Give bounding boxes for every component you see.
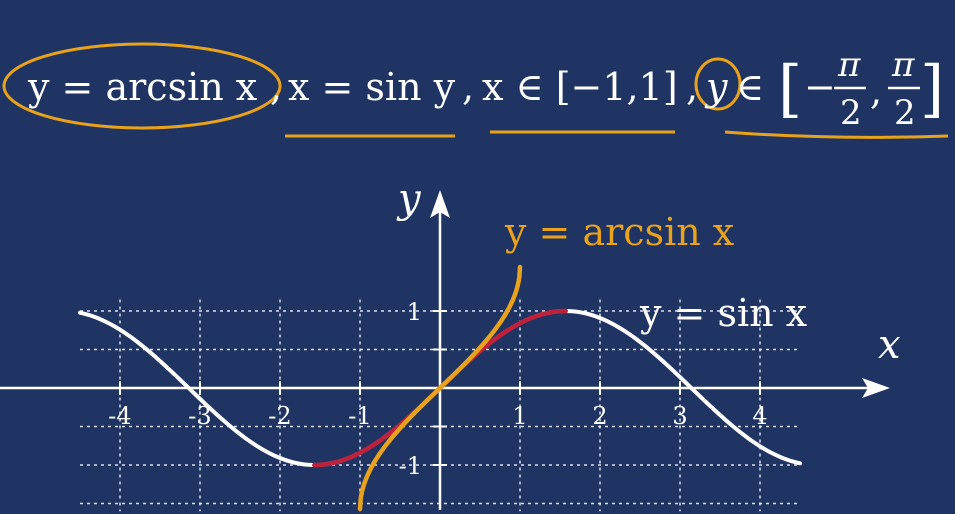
x-tick-label: 4 [752,402,767,430]
formula-separator-3: , [686,65,698,109]
y-tick-label: -1 [399,452,422,480]
circle-annotation-arcsin [2,42,282,130]
x-tick-label: 2 [592,402,607,430]
interval-den-2: 2 [894,93,916,133]
circle-annotation-y [694,57,742,111]
axes [0,190,890,510]
interval-open-bracket: [ [778,52,802,125]
y-axis-label: y [396,176,422,222]
series-label-sin: y = sin x [639,291,807,335]
formula-arcsin: y = arcsin x [27,65,257,109]
interval-minus: − [804,65,836,109]
x-tick-label: 3 [672,402,687,430]
interval-comma: , [870,69,882,113]
x-tick-label: -1 [348,402,371,430]
formula-range-var: y [704,65,728,109]
formula-sin: x = sin y [288,65,456,109]
x-tick-label: -2 [268,402,291,430]
x-axis-arrow [862,378,890,398]
interval-den-1: 2 [840,93,862,133]
underline-annotation-3 [724,130,949,139]
interval-pi-2: π [891,45,915,85]
x-tick-label: -3 [188,402,211,430]
formula-range-in: ∈ [736,65,764,109]
curve-arcsin [357,264,523,512]
formula-domain: x ∈ [−1,1] [482,65,678,109]
x-tick-label: 1 [512,402,527,430]
x-tick-label: -4 [108,402,131,430]
y-tick-label: 1 [407,298,422,326]
formula-line: y = arcsin x , x = sin y , x ∈ [−1,1] , … [2,42,949,139]
series-label-arcsin: y = arcsin x [504,210,734,254]
tick-marks: -4 -3 -2 -1 1 2 3 4 1 -1 [108,298,767,480]
interval-pi-1: π [837,45,861,85]
y-axis-arrow [430,190,450,218]
formula-separator-1: , [270,65,282,109]
interval-close-bracket: ] [920,52,944,125]
x-axis-label: x [878,322,901,368]
formula-separator-2: , [462,65,474,109]
curves [78,264,802,512]
